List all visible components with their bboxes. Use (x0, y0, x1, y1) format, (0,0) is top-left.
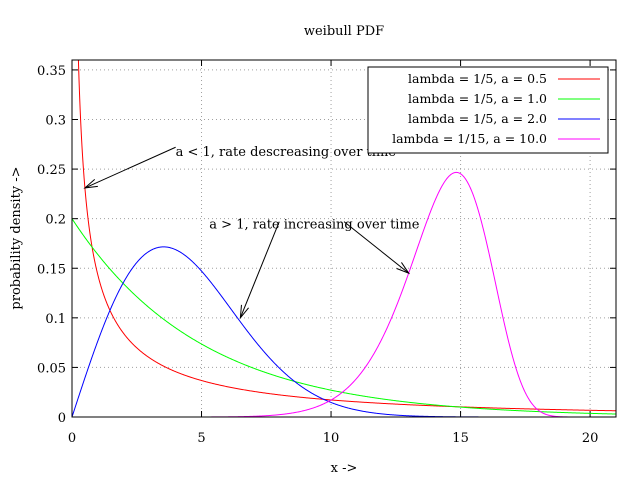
grid (72, 60, 616, 417)
annotation-text: a > 1, rate increasing over time (209, 218, 420, 233)
annotation-arrowhead (396, 262, 411, 275)
x-tick-label: 15 (452, 431, 469, 446)
annotation-arrow (239, 221, 280, 319)
y-axis-label: probability density -> (9, 166, 24, 309)
x-tick-label: 5 (197, 431, 205, 446)
axis-ticks: 0 5 10 15 20 0 0.05 0.1 0.15 0.2 0.25 0.3 0.35 (37, 60, 616, 446)
y-tick-label: 0.2 (45, 213, 66, 228)
annotation-text: a < 1, rate descreasing over time (176, 145, 397, 160)
y-tick-label: 0.1 (45, 312, 66, 327)
y-tick-label: 0 (58, 411, 66, 426)
x-tick-label: 0 (68, 431, 76, 446)
series-lines (72, 60, 616, 417)
legend-label: lambda = 1/5, a = 1.0 (408, 91, 547, 106)
plot-frame (71, 59, 617, 418)
y-tick-label: 0.3 (45, 114, 66, 129)
legend-label: lambda = 1/5, a = 0.5 (408, 71, 547, 86)
annotation-arrow (343, 221, 410, 274)
chart-title: weibull PDF (304, 24, 384, 39)
legend-label: lambda = 1/15, a = 10.0 (392, 131, 547, 146)
annotation-arrowhead (83, 178, 98, 189)
annotation-arrow (84, 146, 176, 189)
series-line (72, 218, 616, 415)
legend-label: lambda = 1/5, a = 2.0 (408, 111, 547, 126)
y-tick-label: 0.35 (37, 64, 66, 79)
series-line (72, 171, 616, 417)
x-tick-label: 20 (582, 431, 599, 446)
x-axis-label: x -> (331, 461, 358, 476)
series-line (77, 60, 616, 412)
y-tick-label: 0.25 (37, 163, 66, 178)
y-tick-label: 0.05 (37, 361, 66, 376)
annotation-arrowhead (239, 304, 249, 320)
annotations: a < 1, rate descreasing over time a > 1, … (83, 145, 420, 320)
legend: lambda = 1/5, a = 0.5 lambda = 1/5, a = 1… (367, 66, 609, 154)
x-tick-label: 10 (323, 431, 340, 446)
y-tick-label: 0.15 (37, 262, 66, 277)
